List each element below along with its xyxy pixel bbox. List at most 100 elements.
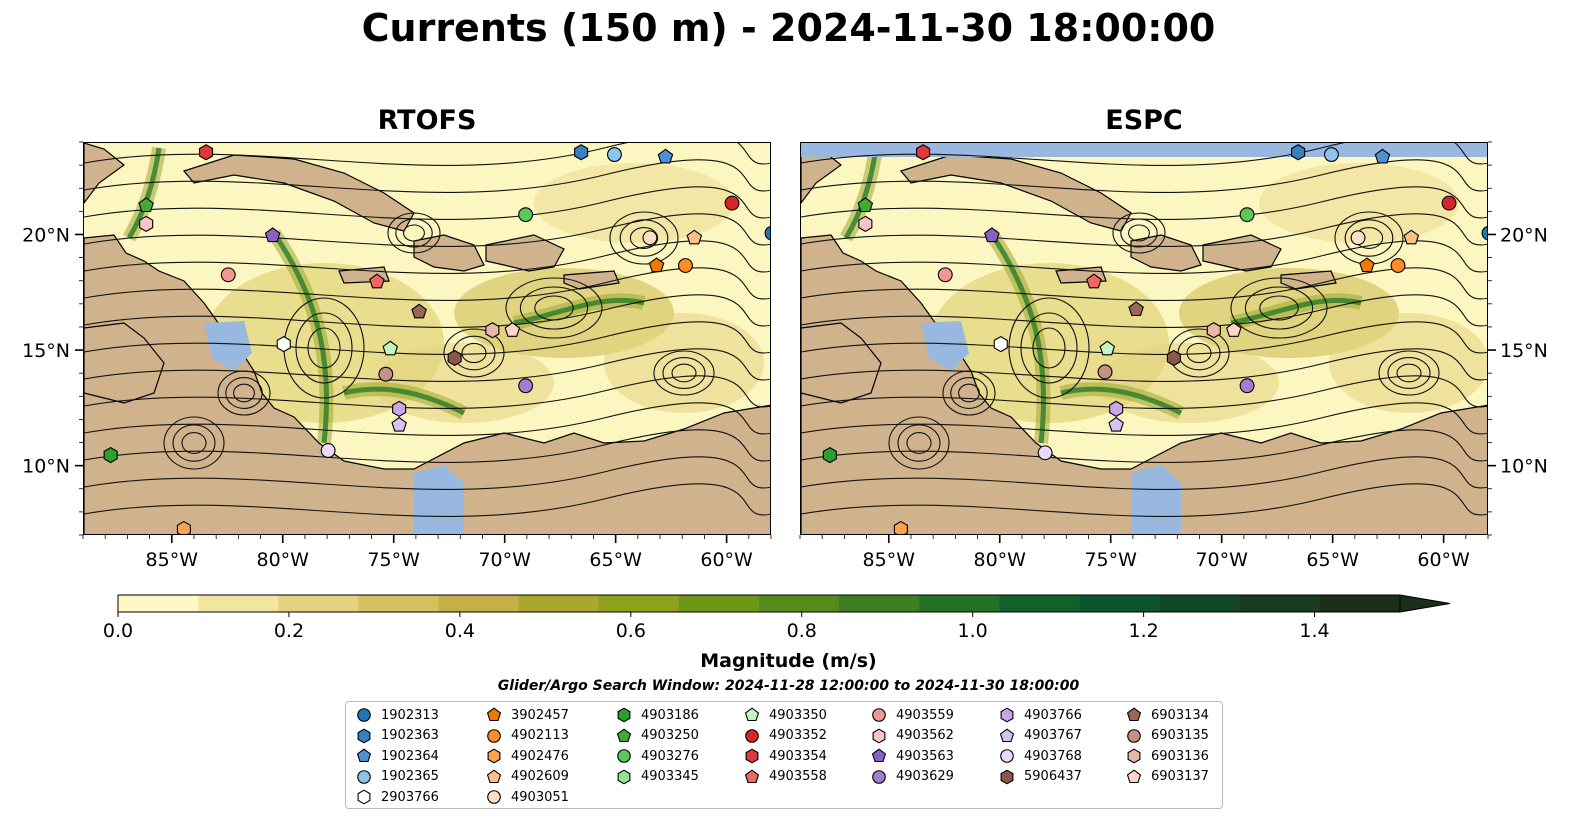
legend-label: 4903276 <box>641 748 699 764</box>
float-marker-2903766 <box>276 335 291 353</box>
legend-item: 4902609 <box>486 767 569 787</box>
float-marker-4903354 <box>916 144 931 161</box>
legend-item: 4903350 <box>744 705 827 725</box>
float-marker-6903136 <box>1206 322 1221 339</box>
y-tick-label: 15°N <box>22 340 70 362</box>
legend-label: 4903768 <box>1024 748 1082 764</box>
float-marker-4903051 <box>1350 230 1366 246</box>
legend-marker-icon <box>617 769 631 784</box>
legend-label: 4903352 <box>769 728 827 743</box>
float-marker-4903051 <box>642 230 658 246</box>
colorbar-segment <box>1239 595 1321 612</box>
float-marker-1902364 <box>657 148 674 164</box>
float-legend: 1902313 1902363 1902364 1902365 2903766 39024… <box>345 701 1223 809</box>
float-marker-1902363 <box>574 144 589 161</box>
float-marker-1902364 <box>1374 148 1391 164</box>
legend-item: 4903562 <box>871 726 954 746</box>
espc-map <box>800 142 1488 535</box>
legend-item: 4903767 <box>999 726 1082 746</box>
legend-label: 4902609 <box>511 769 569 784</box>
legend-marker-icon <box>357 769 371 784</box>
float-marker-4903629 <box>1239 378 1255 394</box>
colorbar: 0.0 0.2 0.4 0.6 0.8 1.0 1.2 1.4 <box>103 594 1451 642</box>
x-tick-label: 85°W <box>146 549 199 571</box>
legend-label: 6903135 <box>1151 728 1209 743</box>
float-marker-6903137 <box>1225 322 1242 337</box>
legend-label: 2903766 <box>381 789 439 805</box>
colorbar-segment <box>1159 595 1241 612</box>
figure-title: Currents (150 m) - 2024-11-30 18:00:00 <box>361 6 1216 50</box>
float-marker-4903250 <box>138 197 154 213</box>
legend-item: 1902313 <box>356 705 439 725</box>
y-tick-label: 10°N <box>22 456 70 478</box>
colorbar-tick-label: 1.2 <box>1128 620 1158 642</box>
x-tick-label: 75°W <box>367 549 420 571</box>
legend-marker-icon <box>1126 769 1142 783</box>
float-marker-6903136 <box>485 322 500 339</box>
legend-label: 4902113 <box>511 728 569 743</box>
float-marker-4903767 <box>391 416 407 432</box>
legend-item: 4903186 <box>616 705 699 725</box>
legend-item: 1902363 <box>356 726 439 746</box>
legend-label: 1902365 <box>381 769 439 784</box>
y-tick-label: 10°N <box>1500 456 1548 478</box>
legend-label: 6903137 <box>1151 769 1209 784</box>
y-tick-label: 20°N <box>1500 224 1548 246</box>
legend-label: 4903563 <box>896 748 954 764</box>
y-tick-label: 15°N <box>1500 340 1548 362</box>
x-tick-label: 80°W <box>974 549 1027 571</box>
float-marker-4903563 <box>264 227 281 243</box>
colorbar-tick-label: 0.8 <box>787 620 817 642</box>
x-tick-label: 60°W <box>1417 549 1470 571</box>
float-marker-4903558 <box>1086 273 1102 289</box>
legend-marker-icon <box>744 707 760 722</box>
legend-marker-icon <box>616 728 632 742</box>
legend-marker-icon <box>617 707 631 723</box>
colorbar-segment <box>598 595 680 612</box>
legend-item: 4903352 <box>744 726 827 746</box>
colorbar-segment <box>759 595 840 612</box>
legend-label: 4903250 <box>641 728 699 743</box>
legend-item: 4902476 <box>486 746 569 766</box>
colorbar-tick-label: 1.4 <box>1299 620 1329 642</box>
legend-item: 6903135 <box>1126 726 1209 746</box>
legend-item: 1902364 <box>356 746 439 766</box>
legend-item: 4903051 <box>486 787 569 807</box>
legend-label: 4903562 <box>896 728 954 743</box>
float-marker-4903186 <box>103 446 118 464</box>
legend-marker-icon <box>1127 748 1141 764</box>
rtofs-map <box>83 142 771 535</box>
x-tick-label: 80°W <box>257 549 310 571</box>
colorbar-segment <box>518 595 600 612</box>
float-marker-4902476 <box>893 520 908 534</box>
float-marker-3902457 <box>1359 257 1375 273</box>
float-marker-4903562 <box>139 215 154 233</box>
legend-marker-icon <box>486 769 502 783</box>
legend-item: 4903276 <box>616 746 699 766</box>
legend-item: 4903766 <box>999 705 1082 725</box>
legend-label: 6903134 <box>1151 707 1209 723</box>
colorbar-tick-label: 0.2 <box>274 620 304 642</box>
legend-label: 4903767 <box>1024 728 1082 743</box>
x-tick-label: 85°W <box>863 549 916 571</box>
x-tick-label: 75°W <box>1084 549 1137 571</box>
legend-marker-icon <box>745 728 759 743</box>
legend-marker-icon <box>744 769 760 783</box>
colorbar-segment <box>438 595 520 612</box>
rtofs-panel-title: RTOFS <box>377 105 477 136</box>
legend-marker-icon <box>1000 707 1014 723</box>
float-marker-4903558 <box>369 273 385 289</box>
legend-label: 4903051 <box>511 789 569 805</box>
espc-panel-title: ESPC <box>1105 105 1183 136</box>
colorbar-segment <box>198 595 279 612</box>
float-marker-4903354 <box>199 144 214 161</box>
legend-item: 4903250 <box>616 726 699 746</box>
colorbar-tick-label: 0.4 <box>445 620 475 642</box>
legend-marker-icon <box>487 728 501 743</box>
float-marker-4902476 <box>176 520 191 534</box>
x-tick-label: 70°W <box>478 549 531 571</box>
float-marker-1902363 <box>1291 144 1306 161</box>
float-marker-5906437 <box>447 349 462 367</box>
colorbar-tick-label: 0.6 <box>616 620 646 642</box>
float-marker-4903563 <box>984 227 1000 243</box>
